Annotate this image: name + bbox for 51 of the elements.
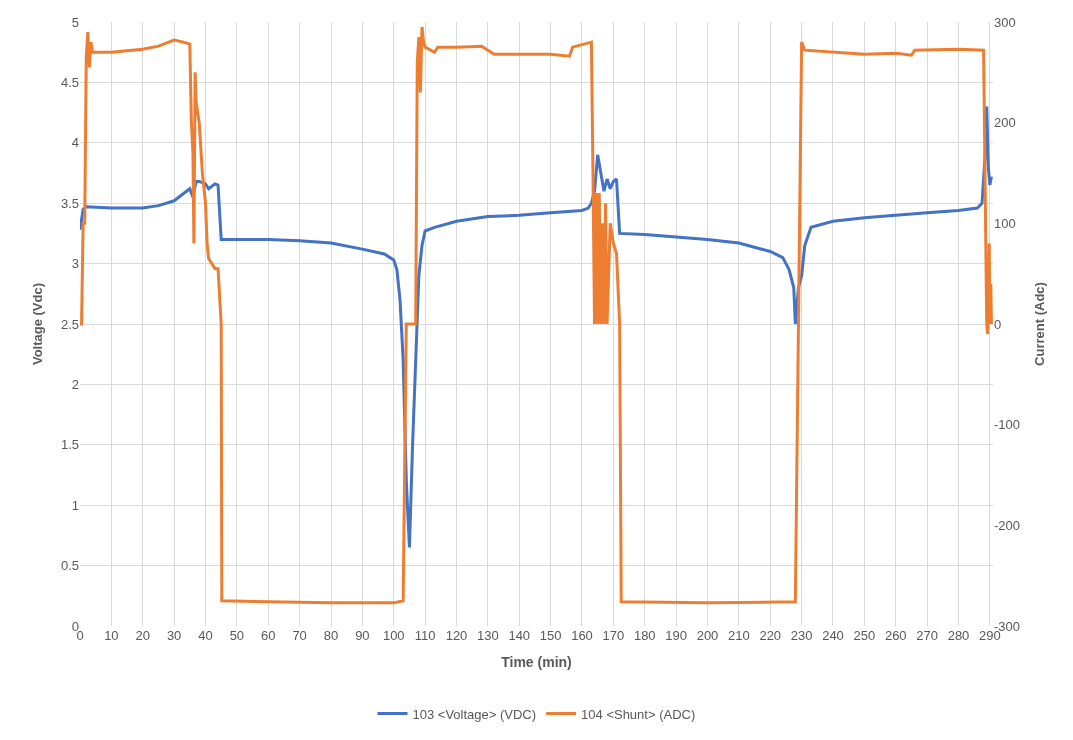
y-tick-label: 3.5 (60, 195, 79, 211)
x-tick-label: 200 (696, 628, 719, 643)
legend-label: 103 <Voltage> (VDC) (412, 706, 537, 722)
x-tick-label: 160 (571, 628, 593, 643)
y2-tick-label: 200 (994, 115, 1016, 131)
y2-tick-label: 0 (994, 316, 1002, 332)
x-tick-label: 180 (633, 628, 656, 643)
x-tick-label: 70 (292, 628, 307, 643)
x-tick-label: 20 (135, 628, 150, 643)
x-tick-label: 230 (790, 628, 813, 643)
x-tick-label: 130 (477, 628, 499, 643)
x-tick-label: 210 (728, 628, 750, 643)
y-tick-label: 4 (71, 135, 79, 151)
x-tick-label: 240 (822, 628, 844, 643)
y2-tick-label: 300 (994, 14, 1016, 30)
y-tick-label: 2.5 (60, 316, 79, 332)
x-tick-label: 60 (261, 628, 276, 643)
x-tick-label: 80 (323, 628, 339, 643)
y2-tick-label: -200 (994, 517, 1021, 533)
x-tick-label: 270 (916, 628, 938, 643)
x-tick-label: 40 (198, 628, 213, 643)
y-tick-label: 2 (71, 376, 79, 392)
y-tick-label: 3 (71, 256, 79, 272)
x-tick-label: 140 (508, 628, 531, 643)
x-tick-label: 100 (382, 628, 405, 643)
x-tick-label: 280 (947, 628, 970, 643)
x-tick-label: 110 (414, 628, 436, 643)
x-tick-label: 170 (602, 628, 625, 643)
y-tick-label: 5 (71, 14, 79, 30)
y-tick-label: 4.5 (60, 74, 79, 90)
line-series (80, 25, 993, 605)
x-tick-label: 150 (539, 628, 562, 643)
x-tick-label: 120 (445, 628, 468, 643)
line-series (80, 105, 993, 549)
x-tick-label: 190 (665, 628, 687, 643)
y2-tick-label: -100 (994, 417, 1021, 433)
y-axis-title: Voltage (Vdc) (29, 282, 45, 366)
legend-label: 104 <Shunt> (ADC) (581, 706, 696, 722)
y-tick-label: 1.5 (60, 437, 79, 453)
x-tick-label: 90 (355, 628, 370, 643)
y2-tick-label: 100 (994, 215, 1016, 231)
y-tick-label: 1 (71, 497, 79, 513)
y-tick-label: 0.5 (60, 558, 79, 574)
x-tick-label: 30 (166, 628, 182, 643)
x-tick-label: 260 (884, 628, 907, 643)
x-tick-label: 250 (853, 628, 876, 643)
x-tick-label: 10 (104, 628, 119, 643)
x-tick-label: 50 (229, 628, 245, 643)
x-tick-label: 220 (759, 628, 782, 643)
y2-axis-title: Current (Adc) (1031, 282, 1047, 366)
x-axis-title: Time (min) (501, 654, 572, 671)
